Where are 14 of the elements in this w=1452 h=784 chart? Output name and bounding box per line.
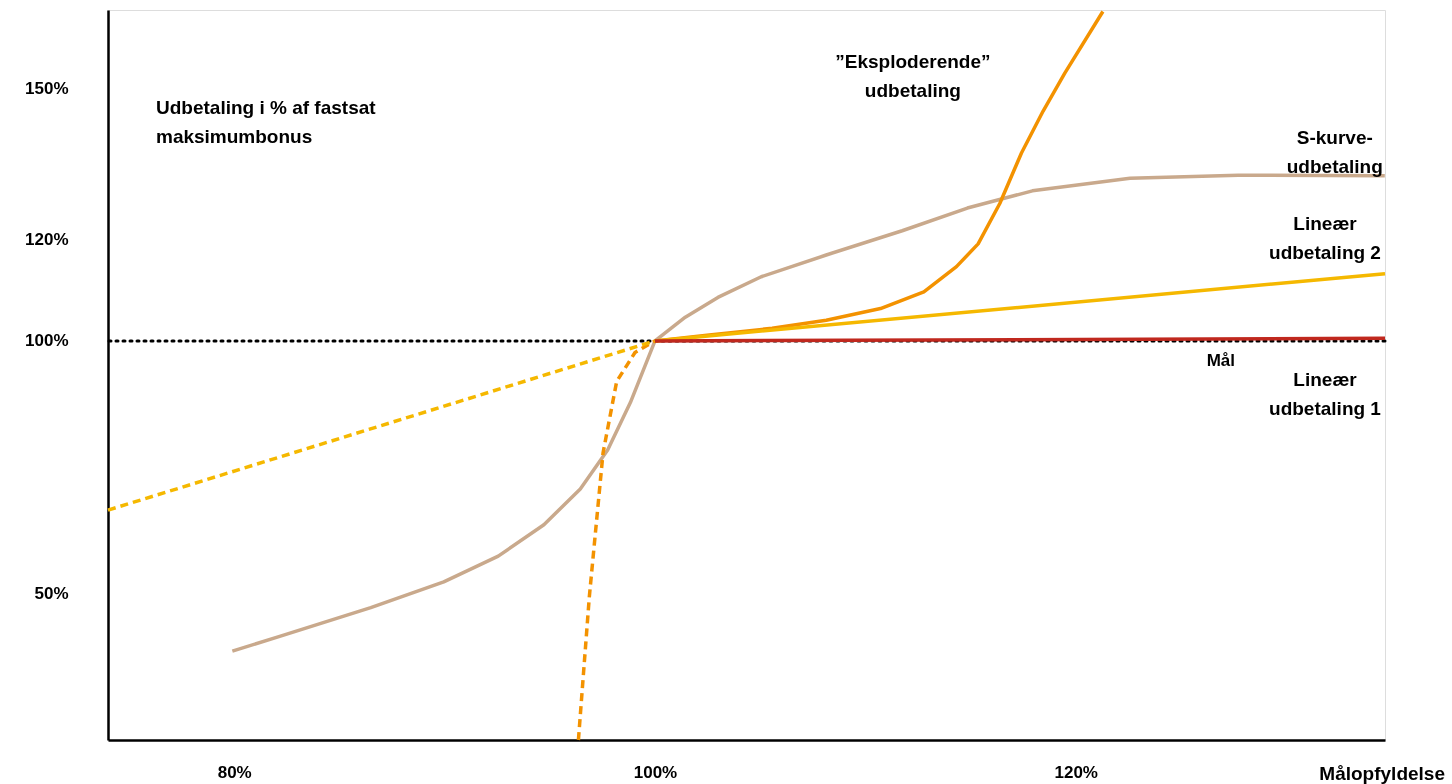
y-tick-label: 120% — [25, 230, 69, 250]
y-tick-label: 150% — [25, 78, 69, 98]
y-tick-label: 50% — [34, 583, 69, 603]
ref-line-label: Mål — [1206, 350, 1235, 370]
x-tick-label: 120% — [1054, 762, 1098, 782]
x-tick-label: 100% — [633, 762, 678, 782]
series-label: Lineær udbetaling 1 — [1269, 369, 1382, 420]
text: ”Eksploderende” udbetaling — [835, 50, 991, 101]
y-tick-label: 100% — [25, 331, 69, 351]
y-axis-title: Udbetaling i % af fastsat maksimumbonus — [156, 97, 377, 147]
series-label: Lineær udbetaling 2 — [1269, 212, 1381, 263]
series-label: S-kurve- udbetaling — [1286, 126, 1383, 177]
x-axis-title: Målopfyldelse — [1319, 763, 1445, 784]
x-tick-label: 80% — [217, 762, 252, 782]
